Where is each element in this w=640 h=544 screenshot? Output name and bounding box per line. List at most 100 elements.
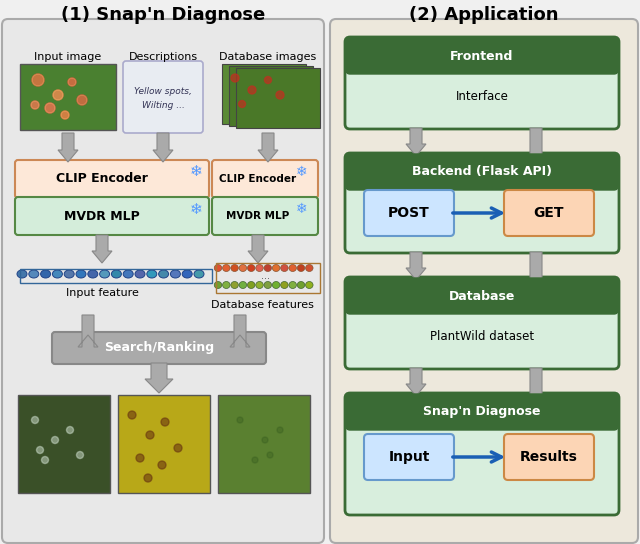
FancyBboxPatch shape — [346, 278, 618, 314]
Text: ❄: ❄ — [189, 201, 202, 217]
FancyBboxPatch shape — [330, 19, 638, 543]
Ellipse shape — [147, 270, 157, 278]
Circle shape — [31, 101, 39, 109]
FancyBboxPatch shape — [222, 64, 306, 124]
Ellipse shape — [194, 270, 204, 278]
Text: CLIP Encoder: CLIP Encoder — [56, 172, 148, 186]
FancyBboxPatch shape — [15, 197, 209, 235]
Ellipse shape — [182, 270, 192, 278]
Text: MVDR MLP: MVDR MLP — [227, 211, 290, 221]
Text: Input image: Input image — [35, 52, 102, 62]
Text: MVDR MLP: MVDR MLP — [64, 209, 140, 222]
Ellipse shape — [40, 270, 51, 278]
Ellipse shape — [289, 281, 296, 288]
Polygon shape — [406, 252, 426, 280]
FancyBboxPatch shape — [346, 38, 618, 74]
Ellipse shape — [305, 264, 313, 271]
Text: GET: GET — [534, 206, 564, 220]
Ellipse shape — [297, 281, 305, 288]
Ellipse shape — [239, 264, 246, 271]
FancyBboxPatch shape — [345, 277, 619, 369]
Text: Search/Ranking: Search/Ranking — [104, 342, 214, 355]
Circle shape — [267, 452, 273, 458]
FancyBboxPatch shape — [123, 61, 203, 133]
Circle shape — [32, 74, 44, 86]
Text: Database features: Database features — [211, 300, 314, 310]
Ellipse shape — [305, 281, 313, 288]
Polygon shape — [230, 315, 250, 347]
Polygon shape — [258, 133, 278, 162]
Circle shape — [32, 74, 44, 86]
FancyBboxPatch shape — [15, 160, 209, 198]
Ellipse shape — [223, 281, 230, 288]
Circle shape — [77, 452, 83, 459]
Circle shape — [262, 437, 268, 443]
Text: ❄: ❄ — [189, 164, 202, 180]
Ellipse shape — [248, 281, 255, 288]
FancyBboxPatch shape — [212, 160, 318, 198]
Text: Yellow spots,: Yellow spots, — [134, 86, 192, 96]
Ellipse shape — [88, 270, 98, 278]
FancyBboxPatch shape — [346, 394, 618, 430]
Text: Input: Input — [388, 450, 429, 464]
Ellipse shape — [248, 264, 255, 271]
Ellipse shape — [100, 270, 109, 278]
Circle shape — [158, 461, 166, 469]
Circle shape — [53, 90, 63, 100]
Text: Database images: Database images — [220, 52, 317, 62]
Circle shape — [146, 431, 154, 439]
FancyBboxPatch shape — [229, 66, 313, 126]
Circle shape — [31, 417, 38, 423]
Text: Wilting ...: Wilting ... — [141, 101, 184, 109]
Circle shape — [128, 411, 136, 419]
FancyBboxPatch shape — [52, 332, 266, 364]
Text: Interface: Interface — [456, 90, 508, 103]
Circle shape — [252, 457, 258, 463]
Circle shape — [264, 77, 271, 83]
Circle shape — [248, 86, 256, 94]
Ellipse shape — [256, 281, 263, 288]
FancyBboxPatch shape — [212, 197, 318, 235]
FancyBboxPatch shape — [218, 395, 310, 493]
FancyBboxPatch shape — [345, 393, 619, 515]
Text: POST: POST — [388, 206, 430, 220]
Polygon shape — [406, 128, 426, 156]
FancyBboxPatch shape — [345, 37, 619, 129]
Polygon shape — [92, 235, 112, 263]
Circle shape — [161, 418, 169, 426]
Circle shape — [67, 426, 74, 434]
FancyBboxPatch shape — [18, 395, 110, 493]
FancyBboxPatch shape — [504, 190, 594, 236]
Ellipse shape — [297, 264, 305, 271]
Circle shape — [42, 456, 49, 463]
Text: Snap'n Diagnose: Snap'n Diagnose — [423, 405, 541, 418]
Ellipse shape — [170, 270, 180, 278]
Circle shape — [277, 427, 283, 433]
Polygon shape — [406, 368, 426, 396]
Circle shape — [45, 103, 55, 113]
Text: ❄: ❄ — [296, 165, 308, 179]
Text: Input feature: Input feature — [65, 288, 138, 298]
FancyBboxPatch shape — [504, 434, 594, 480]
Text: Backend (Flask API): Backend (Flask API) — [412, 165, 552, 178]
Circle shape — [136, 454, 144, 462]
Circle shape — [31, 101, 39, 109]
Ellipse shape — [123, 270, 133, 278]
FancyBboxPatch shape — [346, 154, 618, 190]
Ellipse shape — [256, 264, 263, 271]
Circle shape — [174, 444, 182, 452]
Circle shape — [45, 103, 55, 113]
Circle shape — [144, 474, 152, 482]
Circle shape — [77, 95, 87, 105]
Circle shape — [237, 417, 243, 423]
Polygon shape — [526, 128, 546, 168]
Text: ❄: ❄ — [296, 202, 308, 216]
Circle shape — [239, 101, 246, 108]
Circle shape — [77, 95, 87, 105]
Text: PlantWild dataset: PlantWild dataset — [430, 331, 534, 343]
Ellipse shape — [273, 281, 280, 288]
Circle shape — [231, 74, 239, 82]
FancyBboxPatch shape — [364, 434, 454, 480]
Circle shape — [68, 78, 76, 86]
Text: ...: ... — [262, 271, 271, 281]
